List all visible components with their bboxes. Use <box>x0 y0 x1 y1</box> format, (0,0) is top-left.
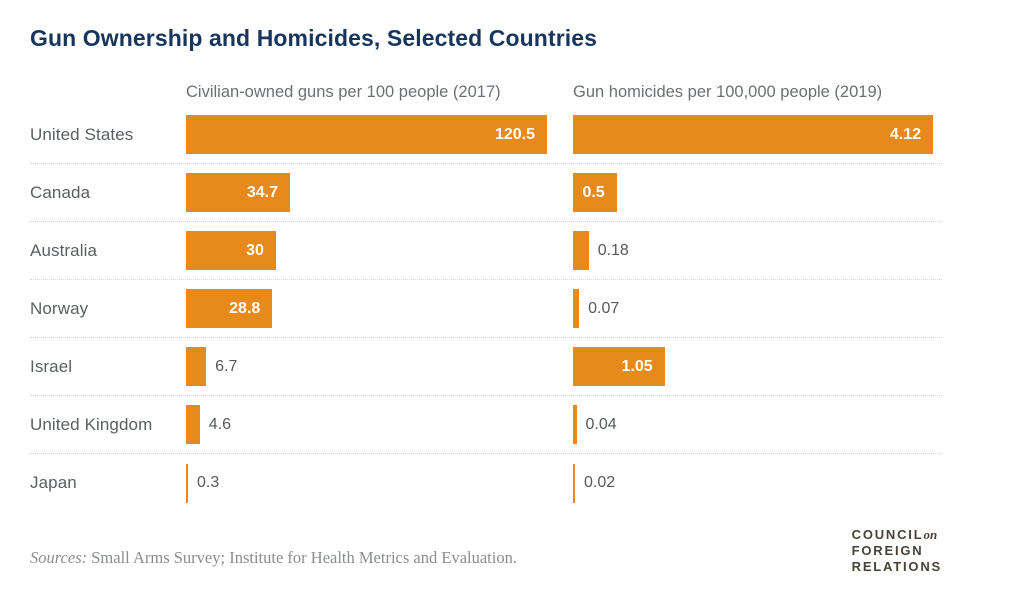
bar-value-label: 28.8 <box>229 299 261 317</box>
bar: 34.7 <box>186 173 290 212</box>
bar-value-label: 1.05 <box>621 357 653 375</box>
table-row: Canada 34.7 0.5 <box>30 164 942 222</box>
guns-bar-cell: 0.3 <box>186 463 573 503</box>
column-header-guns: Civilian-owned guns per 100 people (2017… <box>186 83 501 101</box>
bar-value-label: 4.6 <box>208 415 232 433</box>
country-label: Canada <box>30 182 91 202</box>
bar-value-label: 0.02 <box>584 474 616 491</box>
country-label: Norway <box>30 298 89 318</box>
page-title: Gun Ownership and Homicides, Selected Co… <box>30 25 598 51</box>
cfr-logo-on: on <box>923 527 938 542</box>
column-header-homicides: Gun homicides per 100,000 people (2019) <box>573 83 883 101</box>
table-row: United States 120.5 4.12 <box>30 106 942 164</box>
homicides-bar-cell: 4.12 <box>573 115 942 154</box>
bar: 28.8 <box>186 289 273 328</box>
bar <box>186 405 200 444</box>
homicides-bar-cell: 0.02 <box>573 463 942 503</box>
cfr-logo-line2: Foreign <box>851 543 924 558</box>
header-spacer <box>30 82 186 102</box>
guns-bar-cell: 34.7 <box>186 173 573 212</box>
homicides-bar-cell: 0.18 <box>573 231 942 270</box>
sources-note: Sources: Small Arms Survey; Institute fo… <box>30 548 517 568</box>
bar-value-label: 0.5 <box>582 183 605 201</box>
country-label: Israel <box>30 356 73 376</box>
bar-value-label: 0.07 <box>588 299 620 317</box>
bar-value-label: 120.5 <box>494 125 535 143</box>
homicides-bar-cell: 1.05 <box>573 347 942 386</box>
table-row: Japan 0.3 0.02 <box>30 454 942 512</box>
homicides-bar-cell: 0.04 <box>573 405 942 444</box>
table-row: Israel 6.7 1.05 <box>30 338 942 396</box>
guns-bar-cell: 6.7 <box>186 347 573 386</box>
bar-value-label: 0.3 <box>197 474 220 491</box>
bar <box>573 231 589 270</box>
country-label: Japan <box>30 473 77 492</box>
sources-text: Small Arms Survey; Institute for Health … <box>87 548 517 567</box>
bar <box>186 347 207 386</box>
sources-prefix: Sources: <box>30 548 88 567</box>
guns-bar-cell: 4.6 <box>186 405 573 444</box>
homicides-bar-cell: 0.07 <box>573 289 942 328</box>
table-row: Norway 28.8 0.07 <box>30 280 942 338</box>
bar: 1.05 <box>573 347 665 386</box>
guns-bar-cell: 30 <box>186 231 573 270</box>
bar-value-label: 4.12 <box>889 125 921 143</box>
cfr-logo: Councilon Foreign Relations <box>852 527 942 575</box>
bar <box>573 463 575 503</box>
bar: 30 <box>186 231 276 270</box>
guns-bar-cell: 120.5 <box>186 115 573 154</box>
country-label: United States <box>30 124 134 144</box>
country-label: Australia <box>30 240 98 260</box>
bar: 4.12 <box>573 115 933 154</box>
guns-bar-cell: 28.8 <box>186 289 573 328</box>
bar-value-label: 34.7 <box>246 183 278 201</box>
country-label: United Kingdom <box>30 414 153 434</box>
bar: 0.5 <box>573 173 617 212</box>
bar-value-label: 0.18 <box>597 241 629 259</box>
bar: 120.5 <box>186 115 547 154</box>
column-headers: Civilian-owned guns per 100 people (2017… <box>30 82 994 102</box>
chart-footer: Sources: Small Arms Survey; Institute fo… <box>30 527 942 575</box>
cfr-logo-line1: Councilon <box>851 527 938 542</box>
bar-value-label: 6.7 <box>215 357 238 375</box>
bar-value-label: 0.04 <box>585 415 617 433</box>
bar <box>573 289 580 328</box>
cfr-logo-line3: Relations <box>851 559 942 574</box>
bar <box>573 405 577 444</box>
bar-value-label: 30 <box>246 241 264 259</box>
bar <box>186 463 188 503</box>
table-row: United Kingdom 4.6 0.04 <box>30 396 942 454</box>
chart-rows: United States 120.5 4.12 Canada 34.7 0.5 Austr… <box>30 106 942 512</box>
homicides-bar-cell: 0.5 <box>573 173 942 212</box>
table-row: Australia 30 0.18 <box>30 222 942 280</box>
